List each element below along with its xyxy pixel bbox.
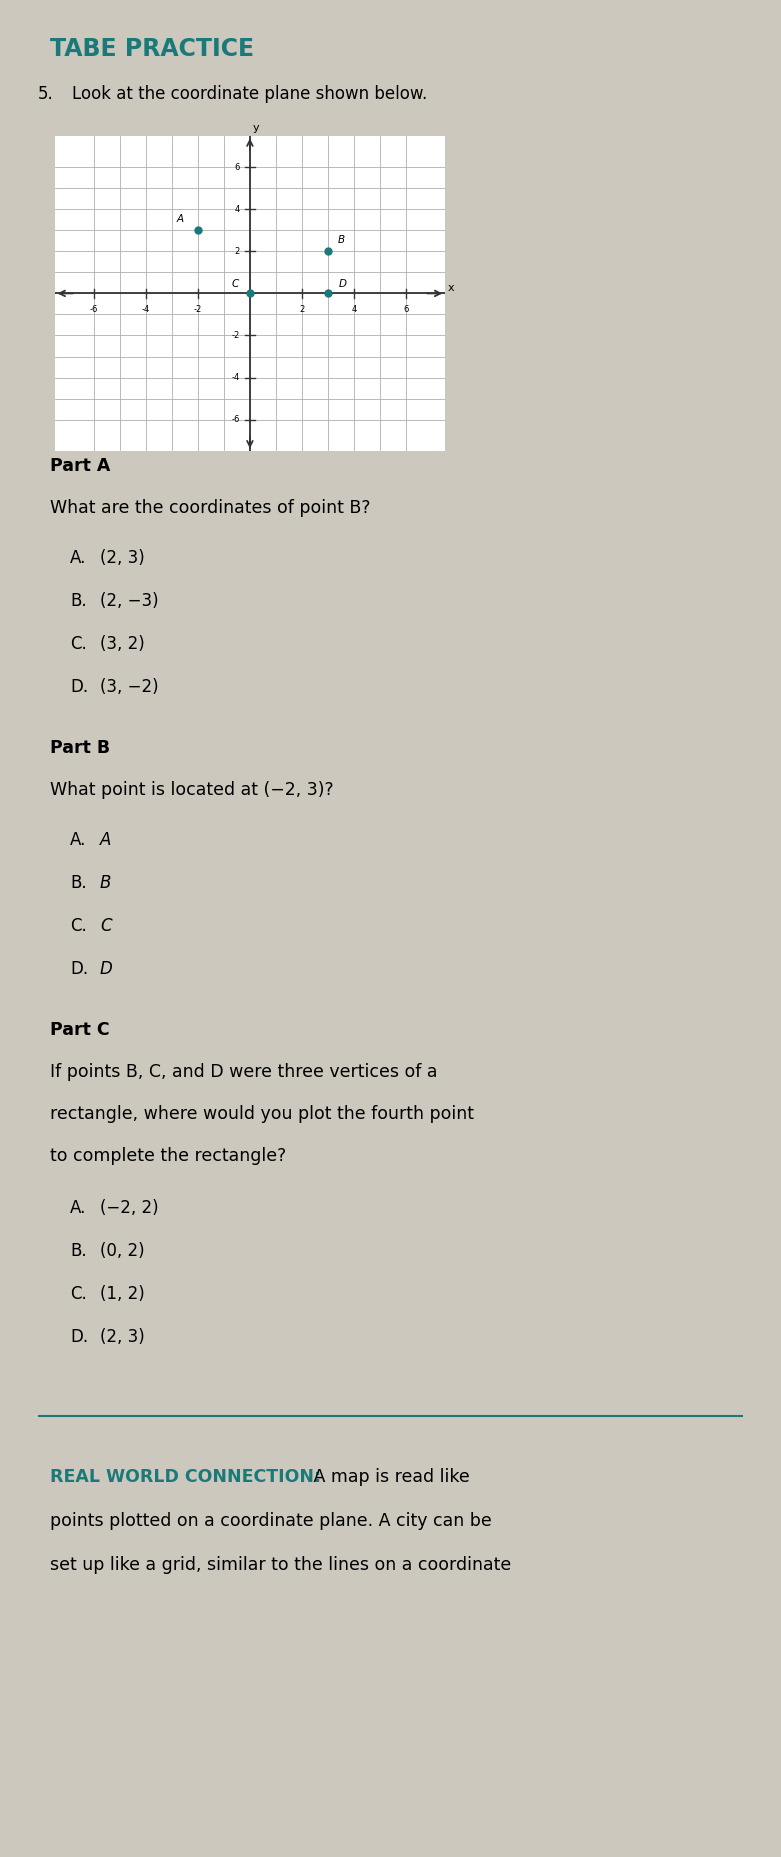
Text: -6: -6 <box>231 416 240 423</box>
Text: (3, −2): (3, −2) <box>100 678 159 696</box>
Text: 4: 4 <box>351 305 357 314</box>
Text: -6: -6 <box>90 305 98 314</box>
Text: -4: -4 <box>231 373 240 383</box>
Text: x: x <box>448 282 455 293</box>
Text: 4: 4 <box>234 204 240 214</box>
Text: D: D <box>100 960 112 979</box>
Text: A: A <box>100 830 112 849</box>
Text: (2, 3): (2, 3) <box>100 1328 144 1346</box>
Text: B: B <box>100 875 112 891</box>
Text: (0, 2): (0, 2) <box>100 1242 144 1261</box>
Text: A.: A. <box>70 550 87 566</box>
Text: What are the coordinates of point B?: What are the coordinates of point B? <box>50 500 370 516</box>
Text: set up like a grid, similar to the lines on a coordinate: set up like a grid, similar to the lines… <box>50 1556 512 1575</box>
Text: (3, 2): (3, 2) <box>100 635 144 654</box>
Text: C.: C. <box>70 917 87 936</box>
Text: D.: D. <box>70 960 88 979</box>
Text: REAL WORLD CONNECTION:: REAL WORLD CONNECTION: <box>50 1469 321 1486</box>
Text: B.: B. <box>70 875 87 891</box>
Text: Part B: Part B <box>50 739 110 758</box>
Text: D.: D. <box>70 1328 88 1346</box>
Text: -2: -2 <box>194 305 202 314</box>
Text: What point is located at (−2, 3)?: What point is located at (−2, 3)? <box>50 782 333 799</box>
Text: C.: C. <box>70 635 87 654</box>
Text: B.: B. <box>70 1242 87 1261</box>
Text: A map is read like: A map is read like <box>308 1469 469 1486</box>
Text: Part C: Part C <box>50 1021 109 1040</box>
Text: B.: B. <box>70 592 87 609</box>
Text: A.: A. <box>70 830 87 849</box>
Text: -2: -2 <box>231 331 240 340</box>
Text: -4: -4 <box>141 305 150 314</box>
Text: D: D <box>338 279 346 290</box>
Text: 2: 2 <box>234 247 240 256</box>
Text: 6: 6 <box>234 163 240 171</box>
Text: Part A: Part A <box>50 457 110 475</box>
Text: to complete the rectangle?: to complete the rectangle? <box>50 1148 287 1164</box>
Text: D.: D. <box>70 678 88 696</box>
Text: points plotted on a coordinate plane. A city can be: points plotted on a coordinate plane. A … <box>50 1512 492 1530</box>
Text: (2, 3): (2, 3) <box>100 550 144 566</box>
Text: C: C <box>232 279 239 290</box>
Text: B: B <box>337 236 344 245</box>
Text: C.: C. <box>70 1285 87 1304</box>
Text: (1, 2): (1, 2) <box>100 1285 144 1304</box>
Text: y: y <box>253 123 260 134</box>
Text: rectangle, where would you plot the fourth point: rectangle, where would you plot the four… <box>50 1105 474 1123</box>
Text: 2: 2 <box>299 305 305 314</box>
Text: (2, −3): (2, −3) <box>100 592 159 609</box>
Text: If points B, C, and D were three vertices of a: If points B, C, and D were three vertice… <box>50 1062 437 1081</box>
Text: A.: A. <box>70 1200 87 1216</box>
Text: A: A <box>176 214 184 225</box>
Text: Look at the coordinate plane shown below.: Look at the coordinate plane shown below… <box>72 85 427 102</box>
Text: C: C <box>100 917 112 936</box>
Text: 6: 6 <box>404 305 408 314</box>
Text: 5.: 5. <box>38 85 54 102</box>
Text: TABE PRACTICE: TABE PRACTICE <box>50 37 254 61</box>
Text: (−2, 2): (−2, 2) <box>100 1200 159 1216</box>
